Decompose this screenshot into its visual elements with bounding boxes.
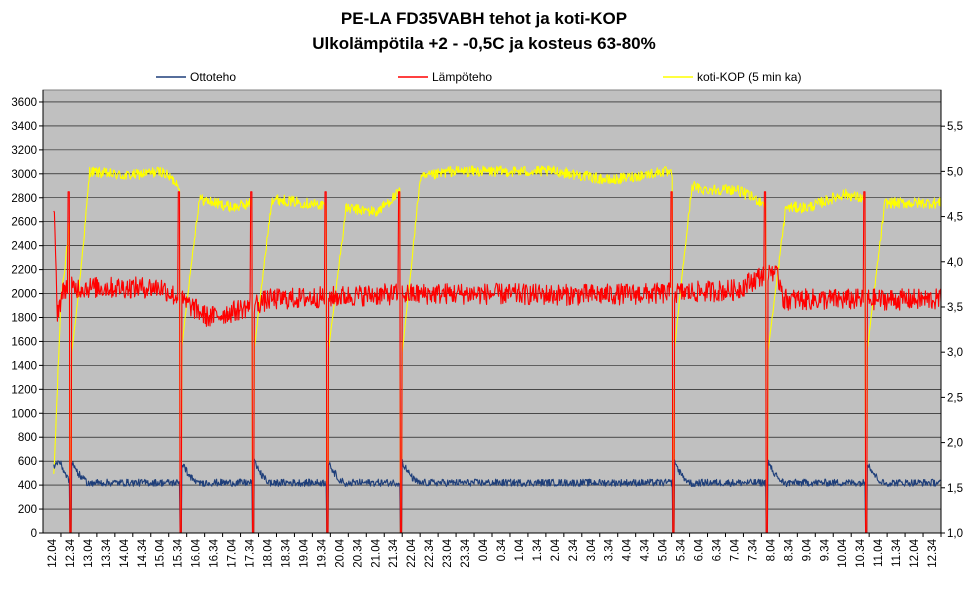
y-left-tick-label: 3200 [11, 145, 37, 157]
x-tick-label: 6.34 [712, 538, 724, 561]
y-right-tick-label: 4,5 [947, 212, 963, 224]
x-tick-label: 9.34 [819, 538, 831, 561]
y-left-tick-label: 3400 [11, 121, 37, 133]
x-tick-label: 14.04 [119, 538, 131, 567]
x-tick-label: 8.04 [765, 538, 777, 561]
y-right-tick-label: 5,5 [947, 121, 963, 133]
legend-label-ottoteho: Ottoteho [190, 70, 236, 84]
x-tick-label: 7.34 [747, 538, 759, 561]
legend-label-koti-kop: koti-KOP (5 min ka) [697, 70, 801, 84]
x-tick-label: 10.04 [837, 538, 849, 567]
x-tick-label: 0.34 [496, 538, 508, 561]
x-tick-label: 23.34 [460, 538, 472, 567]
x-tick-label: 12.04 [47, 538, 59, 567]
y-left-tick-label: 1600 [11, 336, 37, 348]
x-tick-label: 3.04 [586, 538, 598, 561]
x-tick-label: 20.04 [334, 538, 346, 567]
x-tick-label: 3.34 [604, 538, 616, 561]
x-tick-label: 15.34 [173, 538, 185, 567]
y-left-tick-label: 800 [18, 432, 37, 444]
series-line-2 [53, 165, 942, 534]
y-left-tick-label: 2800 [11, 193, 37, 205]
y-left-tick-label: 1200 [11, 384, 37, 396]
y-left-tick-label: 0 [31, 528, 37, 540]
x-tick-label: 17.34 [245, 538, 257, 567]
x-tick-label: 23.04 [442, 538, 454, 567]
x-tick-label: 1.04 [514, 538, 526, 561]
x-tick-label: 21.04 [370, 538, 382, 567]
x-tick-label: 16.34 [209, 538, 221, 567]
y-left-tick-label: 3600 [11, 97, 37, 109]
x-tick-label: 10.34 [855, 538, 867, 567]
y-left-tick-label: 1400 [11, 360, 37, 372]
y-right-tick-label: 3,0 [947, 347, 963, 359]
y-left-tick-label: 2400 [11, 241, 37, 253]
y-left-tick-label: 2200 [11, 265, 37, 277]
y-right-tick-label: 5,0 [947, 166, 963, 178]
x-tick-label: 9.04 [801, 538, 813, 561]
x-tick-label: 22.34 [424, 538, 436, 567]
y-left-tick-label: 600 [18, 456, 37, 468]
plot-area [42, 89, 942, 534]
y-left-tick-label: 1000 [11, 408, 37, 420]
x-tick-label: 12.04 [909, 538, 921, 567]
x-tick-label: 2.34 [568, 538, 580, 561]
x-tick-label: 14.34 [137, 538, 149, 567]
x-tick-label: 6.04 [694, 538, 706, 561]
chart-subtitle: Ulkolämpötila +2 - -0,5C ja kosteus 63-8… [312, 34, 655, 53]
y-right-tick-label: 1,5 [947, 483, 963, 495]
x-tick-label: 22.04 [406, 538, 418, 567]
legend: Ottoteho Lämpöteho koti-KOP (5 min ka) [156, 70, 801, 84]
x-tick-label: 18.34 [280, 538, 292, 567]
x-tick-label: 18.04 [263, 538, 275, 567]
legend-label-lampoteho: Lämpöteho [432, 70, 492, 84]
x-tick-label: 21.34 [388, 538, 400, 567]
x-tick-label: 2.04 [550, 538, 562, 561]
x-tick-label: 11.04 [873, 538, 885, 567]
y-left-tick-label: 400 [18, 480, 37, 492]
y-right-tick-label: 3,5 [947, 302, 963, 314]
y-left-tick-label: 200 [18, 504, 37, 516]
y-right-tick-label: 1,0 [947, 528, 963, 540]
y-right-tick-label: 2,5 [947, 392, 963, 404]
y-right-tick-label: 4,0 [947, 257, 963, 269]
x-tick-label: 1.34 [532, 538, 544, 561]
series-line-0 [53, 458, 942, 534]
x-tick-label: 13.34 [101, 538, 113, 567]
x-tick-label: 17.04 [227, 538, 239, 567]
x-tick-label: 19.04 [298, 538, 310, 567]
y-right-tick-label: 2,0 [947, 438, 963, 450]
x-tick-label: 13.04 [83, 538, 95, 567]
x-tick-label: 0.04 [478, 538, 490, 561]
y-left-tick-label: 2000 [11, 289, 37, 301]
chart-title: PE-LA FD35VABH tehot ja koti-KOP [341, 9, 627, 28]
x-tick-label: 12.34 [65, 538, 77, 567]
x-tick-label: 20.34 [352, 538, 364, 567]
x-tick-label: 11.34 [891, 538, 903, 567]
x-tick-label: 4.34 [640, 538, 652, 561]
x-tick-label: 16.04 [191, 538, 203, 567]
series-layer [53, 165, 942, 534]
x-tick-label: 7.04 [729, 538, 741, 561]
x-tick-label: 15.04 [155, 538, 167, 567]
y-left-tick-label: 2600 [11, 217, 37, 229]
x-tick-label: 8.34 [783, 538, 795, 561]
y-left-tick-label: 1800 [11, 312, 37, 324]
x-tick-label: 5.34 [676, 538, 688, 561]
series-line-1 [53, 191, 942, 534]
x-tick-label: 4.04 [622, 538, 634, 561]
axes: 0 200 400 600 800 1000 1200 1400 1600 1800 2000 220… [11, 90, 963, 568]
x-tick-label: 12.34 [927, 538, 939, 567]
x-tick-label: 19.34 [316, 538, 328, 567]
y-left-tick-label: 3000 [11, 169, 37, 181]
x-tick-label: 5.04 [658, 538, 670, 561]
